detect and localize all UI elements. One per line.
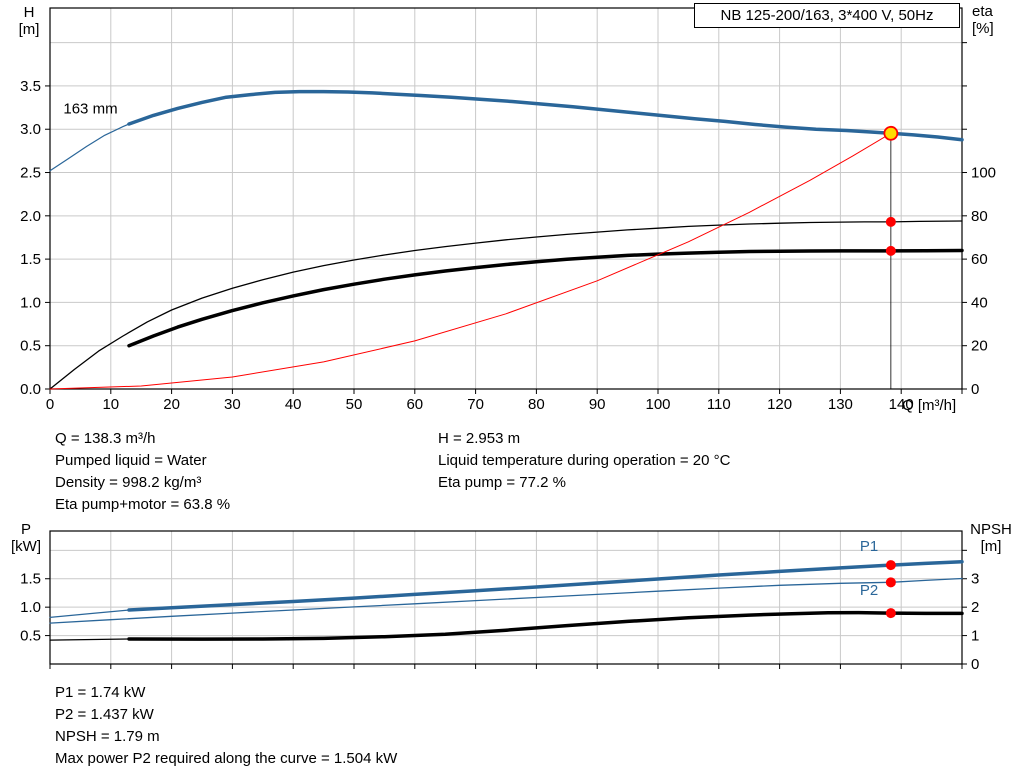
info-h: H = 2.953 m [438,430,521,447]
eta-pump-curve [49,220,963,390]
npsh-axis-symbol: NPSH [970,521,1012,538]
svg-text:1.0: 1.0 [20,599,41,616]
npsh-curve [127,610,964,641]
info-max-p2: Max power P2 required along the curve = … [55,750,398,767]
svg-text:3.5: 3.5 [20,78,41,95]
svg-text:1.0: 1.0 [20,294,41,311]
duty-info-column-1: Q = 138.3 m³/h Pumped liquid = Water Den… [55,428,230,516]
p2-curve [49,577,963,624]
eta-axis-unit: [%] [972,20,994,37]
svg-text:100: 100 [645,396,670,413]
svg-text:100: 100 [971,165,996,182]
eta-axis-label: eta [%] [972,3,1020,37]
svg-text:130: 130 [828,396,853,413]
duty-point-marker [883,125,899,141]
p1-curve-lead [49,609,130,619]
system-curve [49,132,892,390]
operating-dot [885,608,896,619]
svg-text:0: 0 [971,656,979,673]
operating-dot [885,216,896,227]
pump-model-text: NB 125-200/163, 3*400 V, 50Hz [720,7,934,24]
info-npsh: NPSH = 1.79 m [55,728,160,745]
svg-text:30: 30 [224,396,241,413]
duty-info-column-2: H = 2.953 m Liquid temperature during op… [438,428,730,494]
p-axis-unit: [kW] [11,538,41,555]
svg-text:3.0: 3.0 [20,121,41,138]
eta-pump-motor-curve [127,248,964,348]
svg-text:1.5: 1.5 [20,571,41,588]
p1-curve [127,559,964,612]
h-axis-label: H [m] [10,4,48,38]
operating-dot [885,245,896,256]
svg-text:60: 60 [406,396,423,413]
operating-dot [885,560,896,571]
svg-text:80: 80 [971,208,988,225]
svg-text:70: 70 [467,396,484,413]
eta-axis-symbol: eta [972,3,993,20]
npsh-axis-unit: [m] [980,538,1002,555]
power-info-block: P1 = 1.74 kW P2 = 1.437 kW NPSH = 1.79 m… [55,682,397,770]
pump-model-box: NB 125-200/163, 3*400 V, 50Hz [694,3,960,28]
info-eta-pump-motor: Eta pump+motor = 63.8 % [55,496,231,513]
svg-text:40: 40 [285,396,302,413]
svg-text:0.0: 0.0 [20,381,41,398]
info-pumped-liquid: Pumped liquid = Water [55,452,207,469]
q-axis-label: Q [m³/h] [902,397,957,414]
head-curve-lead [49,120,136,172]
svg-text:1.5: 1.5 [20,251,41,268]
svg-text:50: 50 [346,396,363,413]
head-curve-163mm [127,89,964,142]
svg-text:90: 90 [589,396,606,413]
info-density: Density = 998.2 kg/m³ [55,474,202,491]
svg-text:2.5: 2.5 [20,165,41,182]
svg-text:20: 20 [163,396,180,413]
plot-frame [49,7,963,390]
h-axis-unit: [m] [18,21,40,38]
curve-annotation: P2 [860,582,878,599]
npsh-axis-label: NPSH [m] [964,521,1018,555]
npsh-curve-lead [49,638,130,641]
svg-text:1: 1 [971,628,979,645]
p-axis-symbol: P [20,521,31,538]
info-eta-pump: Eta pump = 77.2 % [438,474,566,491]
svg-text:0: 0 [46,396,54,413]
info-p2: P2 = 1.437 kW [55,706,154,723]
svg-text:40: 40 [971,294,988,311]
info-p1: P1 = 1.74 kW [55,684,146,701]
svg-text:120: 120 [767,396,792,413]
svg-text:80: 80 [528,396,545,413]
svg-text:10: 10 [102,396,119,413]
p-axis-label: P [kW] [4,521,48,555]
info-q: Q = 138.3 m³/h [55,430,156,447]
h-axis-symbol: H [23,4,35,21]
curve-annotation: P1 [860,538,878,555]
svg-text:110: 110 [707,396,731,413]
svg-text:0.5: 0.5 [20,338,41,355]
svg-text:20: 20 [971,338,988,355]
svg-text:2: 2 [971,599,979,616]
curve-annotation: 163 mm [63,101,117,118]
svg-text:0: 0 [971,381,979,398]
svg-text:3: 3 [971,571,979,588]
svg-text:0.5: 0.5 [20,628,41,645]
operating-dot [885,577,896,588]
info-liquid-temp: Liquid temperature during operation = 20… [438,452,731,469]
svg-text:140: 140 [889,396,914,413]
svg-text:60: 60 [971,251,988,268]
plot-frame [49,530,963,665]
svg-text:2.0: 2.0 [20,208,41,225]
